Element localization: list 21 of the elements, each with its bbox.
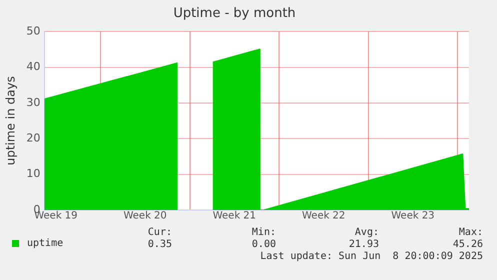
x-tick-label: Week 23 — [391, 210, 435, 222]
chart-title: Uptime - by month — [173, 6, 296, 22]
text: Avg: — [354, 227, 379, 238]
text: 45.26 — [452, 239, 483, 250]
y-tick-label: 40 — [26, 60, 40, 74]
text: Cur: — [148, 227, 172, 238]
text: Max: — [458, 227, 483, 238]
x-tick-label: Week 22 — [302, 210, 346, 222]
legend-label: uptime — [27, 238, 64, 249]
x-tick-label: Week 21 — [212, 210, 256, 222]
y-tick-label: 20 — [26, 132, 40, 144]
y-axis-title: uptime in days — [3, 76, 18, 166]
text: 0.00 — [252, 239, 276, 250]
text: Last update: Sun Jun 8 20:00:09 2025 — [260, 251, 483, 262]
text: 21.93 — [348, 239, 379, 250]
y-tick-label: 50 — [26, 24, 40, 38]
y-tick-label: 30 — [26, 96, 40, 109]
text: Min: — [252, 227, 276, 238]
text: 0.35 — [148, 239, 172, 250]
x-tick-label: Week 20 — [123, 210, 167, 222]
y-tick-label: 10 — [26, 167, 40, 180]
